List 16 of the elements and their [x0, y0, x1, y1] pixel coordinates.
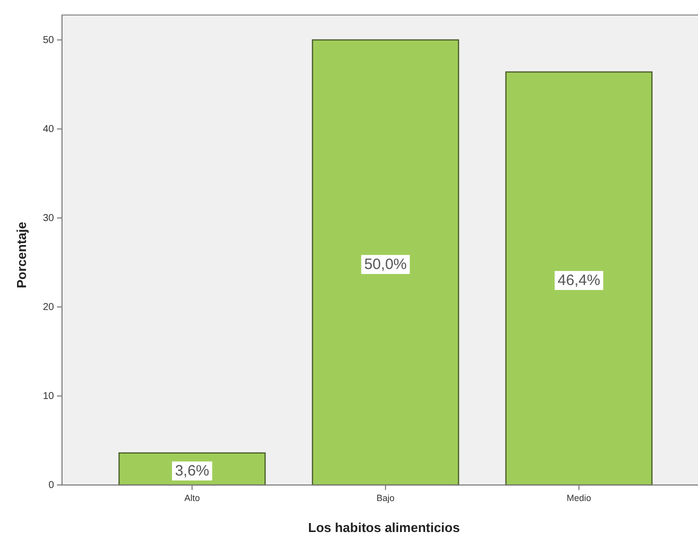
bar	[312, 39, 460, 486]
y-tick-label: 40	[42, 124, 54, 136]
data-label: 50,0%	[364, 256, 407, 273]
data-label: 3,6%	[174, 462, 210, 480]
y-tick-label: 0	[48, 480, 54, 492]
x-tick-label: Medio	[566, 493, 592, 504]
y-tick-label: 30	[42, 213, 54, 224]
x-axis-title: Los habitos alimenticios	[308, 520, 460, 535]
y-axis-title: Porcentaje	[14, 222, 29, 288]
y-tick-label: 20	[42, 302, 54, 314]
bar	[505, 71, 653, 486]
data-label: 46,4%	[558, 272, 600, 289]
y-tick-label: 50	[42, 35, 54, 46]
x-tick-label: Alto	[184, 493, 200, 504]
x-tick-label: Bajo	[376, 493, 395, 504]
y-tick-label: 10	[42, 391, 54, 402]
